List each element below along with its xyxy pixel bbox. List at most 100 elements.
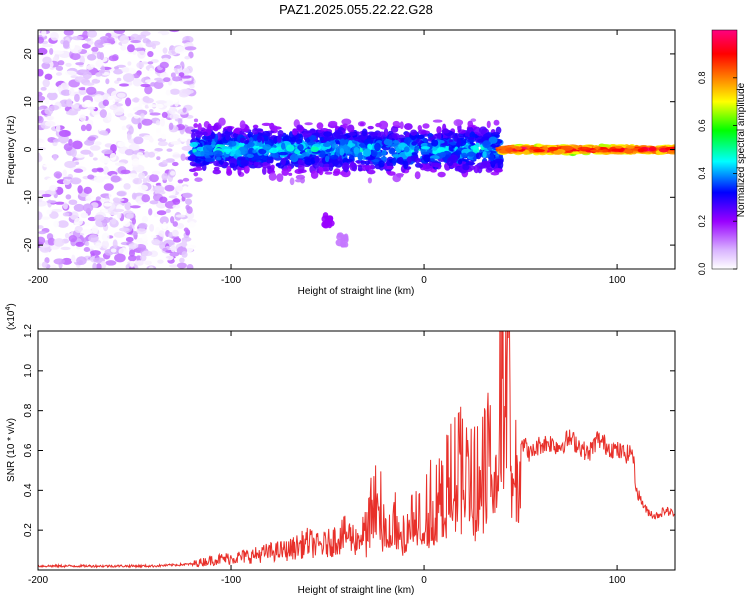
heatmap-cell — [207, 123, 212, 130]
heatmap-cell — [341, 118, 352, 126]
heatmap-cell — [341, 162, 350, 171]
heatmap-cell — [277, 129, 284, 137]
heatmap-cell — [107, 96, 114, 101]
heatmap-cell — [467, 120, 474, 128]
heatmap-cell — [165, 255, 174, 261]
heatmap-cell — [301, 151, 310, 158]
heatmap-cell — [70, 148, 77, 158]
heatmap-cell — [85, 123, 92, 132]
heatmap-cell — [93, 94, 104, 103]
heatmap-cell — [186, 264, 194, 269]
heatmap-cell — [164, 184, 175, 192]
heatmap-cell — [110, 248, 117, 253]
heatmap-cell — [155, 33, 163, 38]
heatmap-cell — [71, 35, 84, 41]
heatmap-cell — [337, 135, 347, 140]
heatmap-cell — [175, 65, 182, 69]
heatmap-cell — [64, 160, 77, 169]
heatmap-cell — [462, 164, 470, 171]
y-tick-label: 0.2 — [23, 523, 34, 537]
heatmap-cell — [169, 88, 181, 95]
y-tick-label: -20 — [23, 237, 34, 252]
heatmap-cell — [363, 148, 372, 157]
heatmap-cell — [491, 132, 500, 136]
heatmap-cell — [132, 177, 143, 185]
heatmap-cell — [114, 253, 126, 263]
heatmap-cell — [101, 240, 109, 249]
heatmap-cell — [80, 124, 87, 132]
heatmap-cell — [137, 122, 142, 130]
heatmap-cell — [482, 140, 491, 149]
heatmap-cell — [53, 258, 65, 265]
heatmap-cell — [116, 262, 124, 269]
heatmap-cell — [178, 72, 185, 77]
heatmap-cell — [361, 128, 368, 137]
heatmap-cell — [100, 65, 106, 74]
heatmap-cell — [92, 262, 97, 269]
heatmap-cell — [335, 141, 341, 145]
heatmap-cell — [46, 115, 55, 121]
heatmap-cell — [134, 47, 146, 51]
heatmap-cell — [403, 137, 412, 146]
x-tick-label: 0 — [421, 575, 427, 586]
heatmap-cell — [165, 208, 171, 214]
heatmap-cell — [193, 123, 199, 128]
heatmap-cell — [156, 210, 167, 216]
heatmap-cell — [533, 149, 545, 153]
heatmap-cell — [127, 113, 134, 118]
heatmap-cell — [133, 136, 144, 145]
heatmap-cell — [95, 72, 102, 77]
heatmap-cell — [89, 145, 101, 151]
heatmap-cell — [116, 77, 122, 82]
heatmap-cell — [128, 254, 137, 262]
heatmap-cell — [103, 202, 112, 207]
heatmap-cell — [68, 235, 78, 243]
heatmap-cell — [648, 146, 657, 152]
heatmap-cell — [329, 154, 339, 160]
heatmap-cell — [395, 173, 405, 177]
heatmap-cell — [141, 194, 151, 203]
heatmap-cell — [99, 109, 107, 118]
heatmap-cell — [267, 156, 274, 160]
heatmap-cell — [347, 158, 354, 162]
heatmap-cell — [78, 87, 87, 91]
heatmap-cell — [159, 196, 168, 204]
snr-ylabel: SNR (10 * v/v) — [6, 418, 17, 482]
heatmap-cell — [422, 123, 430, 129]
heatmap-cell — [440, 151, 446, 158]
heatmap-cell — [356, 160, 362, 164]
heatmap-cell — [41, 216, 51, 220]
heatmap-cell — [319, 150, 326, 158]
heatmap-cell — [161, 173, 169, 181]
heatmap-cell — [169, 170, 176, 176]
heatmap-cell — [141, 118, 153, 126]
heatmap-cell — [370, 150, 378, 157]
heatmap-cell — [148, 109, 154, 114]
heatmap-cell — [185, 198, 193, 205]
heatmap-cell — [197, 123, 202, 132]
heatmap-cell — [202, 131, 208, 136]
heatmap-cell — [624, 148, 633, 154]
heatmap-cell — [305, 130, 315, 134]
heatmap-cell — [406, 156, 412, 164]
heatmap-cell — [63, 143, 73, 152]
heatmap-cell — [339, 138, 346, 146]
heatmap-cell — [431, 139, 439, 147]
heatmap-cell — [320, 127, 329, 132]
heatmap-cell — [95, 242, 102, 249]
heatmap-cell — [262, 144, 272, 151]
heatmap-cell — [297, 143, 304, 151]
heatmap-cell — [102, 43, 112, 47]
heatmap-cell — [156, 156, 161, 161]
heatmap-cell — [262, 166, 267, 175]
heatmap-cell — [136, 227, 147, 235]
heatmap-cell — [90, 250, 101, 256]
heatmap-cell — [113, 231, 126, 238]
heatmap-cell — [73, 218, 84, 226]
heatmap-cell — [127, 61, 132, 66]
heatmap-cell — [213, 150, 223, 157]
heatmap-cell — [322, 142, 331, 148]
heatmap-cell — [60, 89, 72, 96]
y-tick-label: 10 — [23, 96, 34, 108]
